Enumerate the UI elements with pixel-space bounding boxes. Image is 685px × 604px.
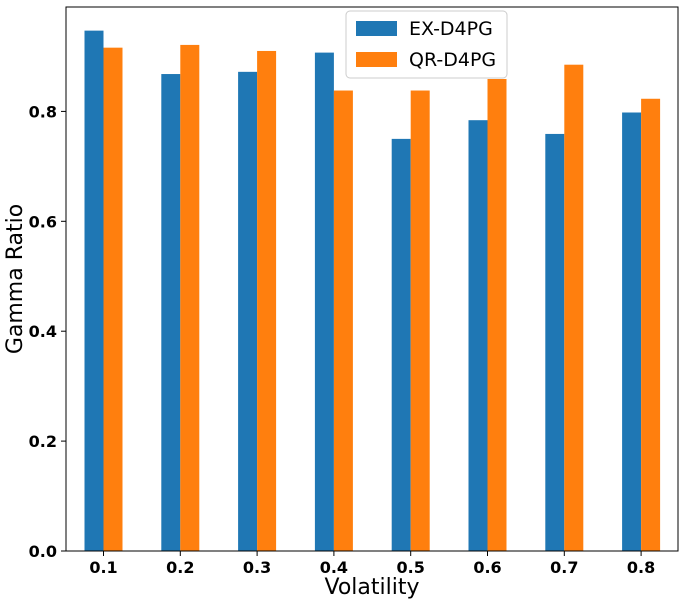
bar-ex-d4pg-0.2	[161, 74, 181, 551]
bar-qr-d4pg-0.3	[257, 50, 277, 551]
bar-qr-d4pg-0.1	[103, 47, 123, 551]
bar-ex-d4pg-0.3	[238, 71, 258, 552]
y-axis: 0.0 0.2 0.4 0.6 0.8	[29, 102, 66, 561]
bar-qr-d4pg-0.4	[333, 90, 353, 552]
legend: EX-D4PG QR-D4PG	[345, 10, 508, 79]
bar-qr-d4pg-0.7	[564, 64, 584, 552]
plot-frame	[65, 6, 679, 552]
bar-qr-d4pg-0.2	[180, 44, 200, 551]
bar-qr-d4pg-0.8	[641, 98, 661, 551]
x-axis-title: Volatility	[324, 575, 419, 600]
bar-ex-d4pg-0.5	[391, 138, 411, 551]
x-tick-label: 0.3	[243, 558, 271, 577]
bar-qr-d4pg-0.5	[410, 90, 430, 552]
x-tick-label: 0.5	[397, 558, 425, 577]
bar-qr-d4pg-0.6	[487, 78, 507, 552]
x-tick-label: 0.6	[473, 558, 501, 577]
y-axis-title: Gamma Ratio	[3, 204, 28, 354]
bar-ex-d4pg-0.6	[468, 120, 488, 552]
x-tick-label: 0.1	[89, 558, 117, 577]
y-tick-label: 0.0	[29, 542, 57, 561]
y-tick-label: 0.2	[29, 432, 57, 451]
legend-label-qr-d4pg: QR-D4PG	[409, 49, 496, 71]
bar-ex-d4pg-0.1	[84, 30, 104, 551]
legend-swatch-ex-d4pg	[356, 21, 397, 36]
x-tick-label: 0.2	[166, 558, 194, 577]
bars-group	[84, 30, 661, 552]
x-axis: 0.1 0.2 0.3 0.4 0.5 0.6 0.7 0.8	[89, 551, 655, 577]
bar-ex-d4pg-0.7	[545, 133, 565, 551]
bar-ex-d4pg-0.4	[314, 52, 334, 551]
x-tick-label: 0.8	[627, 558, 655, 577]
x-tick-label: 0.4	[320, 558, 348, 577]
y-tick-label: 0.6	[29, 212, 57, 231]
legend-swatch-qr-d4pg	[356, 52, 397, 67]
y-tick-label: 0.8	[29, 102, 57, 121]
y-tick-label: 0.4	[29, 322, 57, 341]
bar-ex-d4pg-0.8	[622, 112, 642, 552]
legend-label-ex-d4pg: EX-D4PG	[409, 18, 493, 40]
x-tick-label: 0.7	[550, 558, 578, 577]
